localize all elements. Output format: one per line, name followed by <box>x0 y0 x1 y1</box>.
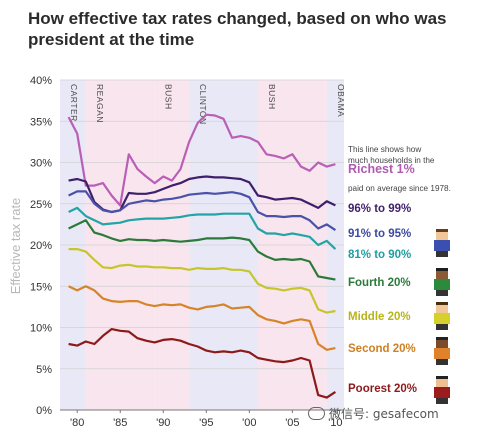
president-label-carter-0: CARTER <box>69 84 79 122</box>
series-line-richest-1 <box>67 113 336 207</box>
household-figure-fourth <box>434 268 450 296</box>
x-tick-label: '10 <box>328 417 342 429</box>
household-figure-91-95 <box>434 229 450 257</box>
figure-body <box>434 313 450 324</box>
x-tick-label: '05 <box>285 417 299 429</box>
figure-hair <box>436 376 448 380</box>
household-figure-poorest <box>434 376 450 404</box>
series-label-richest-1: Richest 1% <box>348 162 415 176</box>
x-tick-label: '00 <box>242 417 256 429</box>
figure-head <box>436 379 448 387</box>
series-label-second-20: Second 20% <box>348 343 416 355</box>
series-lines <box>67 113 337 399</box>
figure-legs <box>436 359 448 365</box>
president-label-clinton-3: CLINTON <box>198 84 208 125</box>
y-tick-label: 0% <box>36 405 52 417</box>
figure-hair <box>436 337 448 341</box>
series-line-fourth-20 <box>68 219 336 281</box>
y-tick-label: 10% <box>30 323 52 335</box>
watermark: 微信号: gesafecom <box>308 405 439 422</box>
president-label-reagan-1: REAGAN <box>95 84 105 123</box>
figure-head <box>436 271 448 279</box>
series-label-fourth-20: Fourth 20% <box>348 277 411 289</box>
y-axis-label: Effective tax rate <box>8 198 23 295</box>
president-labels: CARTER REAGAN BUSH CLINTON BUSH OBAMA <box>69 84 346 125</box>
figure-body <box>434 387 450 398</box>
series-label-96-to-99: 96% to 99% <box>348 203 411 215</box>
y-tick-label: 20% <box>30 240 52 252</box>
note-line-3: paid on average since 1978. <box>348 184 451 193</box>
figure-body <box>434 279 450 290</box>
figure-hair <box>436 229 448 233</box>
x-tick-label: '80 <box>70 417 84 429</box>
axes: 0% 5% 10% 15% 20% 25% 30% 35% 40% '80 '85 '90 '95 '00… <box>30 75 344 429</box>
note-line-2: much households in the <box>348 156 435 165</box>
figure-head <box>436 232 448 240</box>
series-line-91-to-95 <box>68 190 337 232</box>
note-line-1: This line shows how <box>348 145 421 154</box>
y-tick-label: 30% <box>30 158 52 170</box>
series-line-middle-20 <box>68 248 336 314</box>
figure-head <box>436 340 448 348</box>
series-labels: Richest 1% 96% to 99% 91% to 95% 81% to 90%… <box>348 162 417 395</box>
watermark-text: 微信号: gesafecom <box>329 407 439 421</box>
figure-legs <box>436 398 448 404</box>
chart-title-line-2: president at the time <box>28 30 195 49</box>
y-tick-label: 5% <box>36 364 52 376</box>
president-label-bush-2: BUSH <box>164 84 174 110</box>
series-label-91-to-95: 91% to 95% <box>348 228 411 240</box>
series-line-poorest-20 <box>68 328 337 399</box>
x-tick-label: '90 <box>156 417 170 429</box>
chart-title-line-1: How effective tax rates changed, based o… <box>28 9 447 28</box>
series-line-second-20 <box>68 285 336 351</box>
figure-body <box>434 240 450 251</box>
president-label-bush-4: BUSH <box>267 84 277 110</box>
household-figure-middle <box>434 302 450 330</box>
series-line-81-to-90 <box>68 206 337 250</box>
chart-title: How effective tax rates changed, based o… <box>28 8 498 50</box>
figure-legs <box>436 251 448 257</box>
figure-body <box>434 348 450 359</box>
figure-legs <box>436 324 448 330</box>
series-label-middle-20: Middle 20% <box>348 311 411 323</box>
y-tick-label: 35% <box>30 116 52 128</box>
y-tick-label: 15% <box>30 281 52 293</box>
y-tick-label: 25% <box>30 199 52 211</box>
y-tick-label: 40% <box>30 75 52 87</box>
household-figures <box>434 229 450 404</box>
figure-hair <box>436 268 448 272</box>
wechat-icon <box>308 407 325 420</box>
figure-head <box>436 305 448 313</box>
figure-legs <box>436 290 448 296</box>
x-tick-label: '85 <box>113 417 127 429</box>
series-label-poorest-20: Poorest 20% <box>348 383 417 395</box>
series-label-81-to-90: 81% to 90% <box>348 249 411 261</box>
x-tick-label: '95 <box>199 417 213 429</box>
household-figure-second <box>434 337 450 365</box>
legend-note: This line shows how much households in t… <box>348 145 451 193</box>
president-label-obama-5: OBAMA <box>336 84 346 117</box>
figure-hair <box>436 302 448 306</box>
